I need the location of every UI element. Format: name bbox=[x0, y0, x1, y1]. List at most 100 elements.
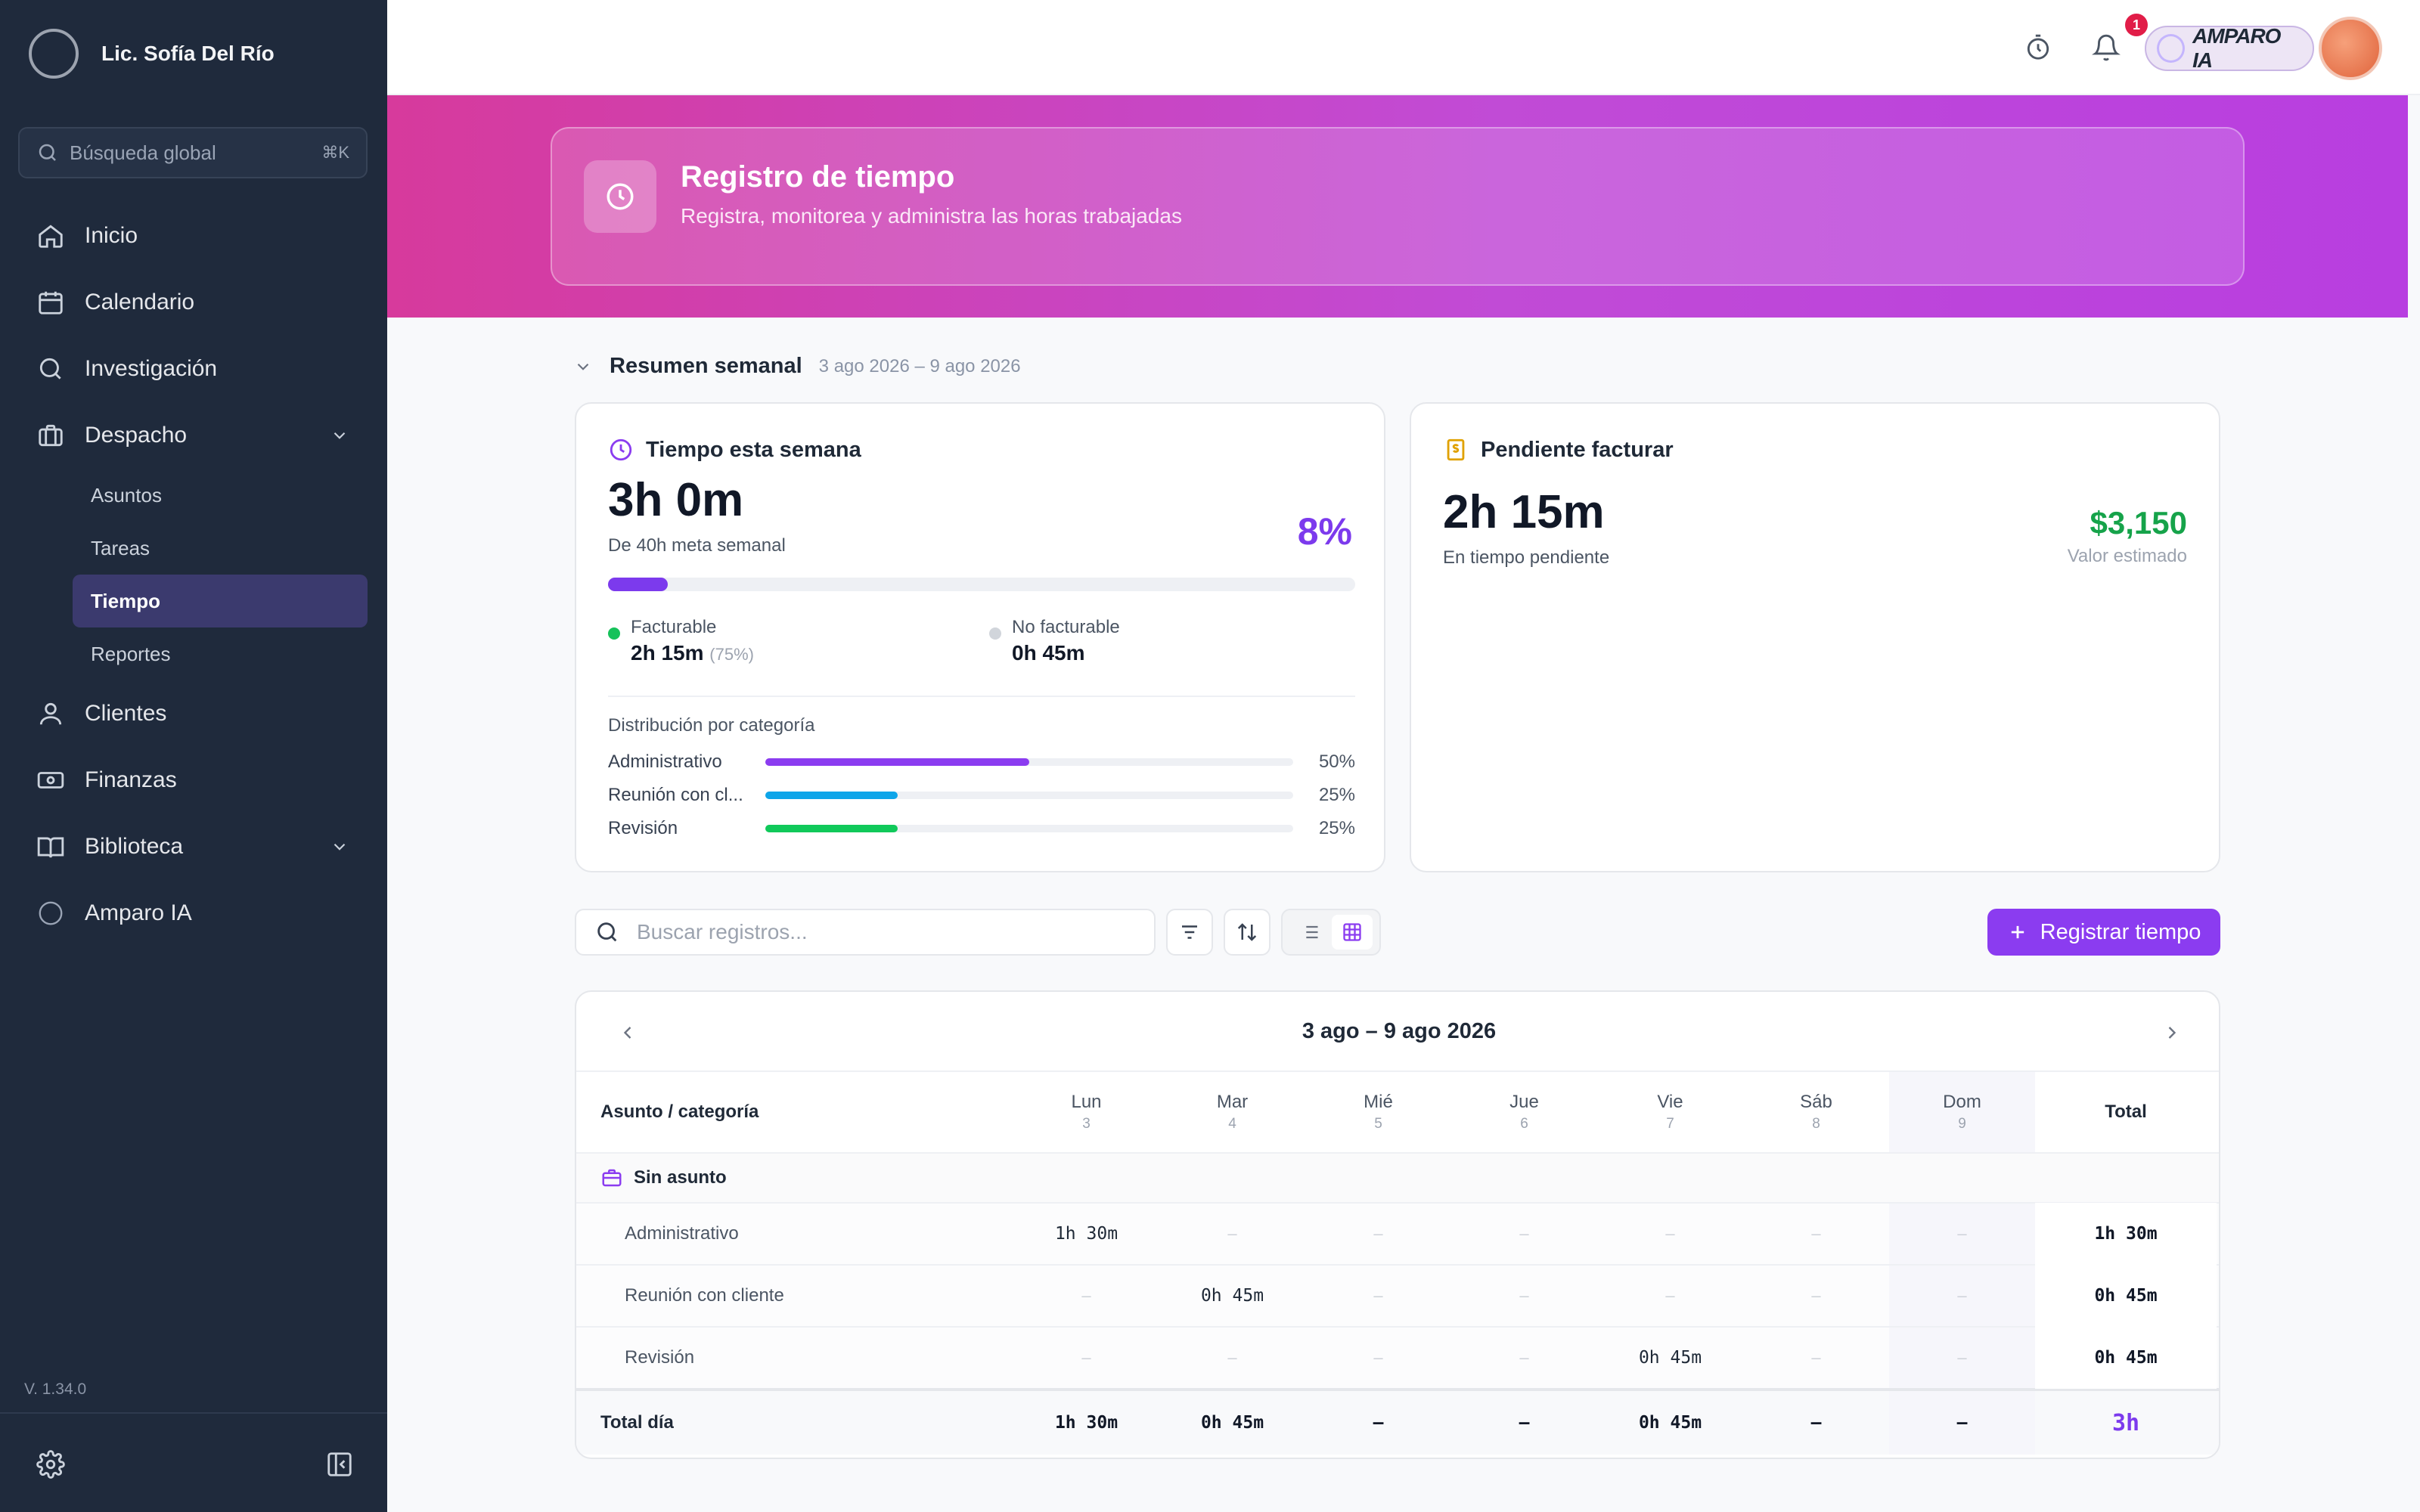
nav-item-calendario[interactable]: Calendario bbox=[18, 269, 368, 336]
sub-item-asuntos[interactable]: Asuntos bbox=[91, 483, 162, 507]
week-time-title: Tiempo esta semana bbox=[646, 437, 861, 462]
time-cell[interactable]: – bbox=[1889, 1204, 2035, 1264]
nav-item-finanzas[interactable]: Finanzas bbox=[18, 747, 368, 813]
time-cell[interactable]: – bbox=[1665, 1286, 1675, 1305]
matter-group-row[interactable]: Sin asunto bbox=[576, 1152, 2219, 1202]
list-view-icon[interactable] bbox=[1289, 915, 1330, 950]
ai-circle-icon bbox=[36, 899, 65, 928]
timesheet-grid: Asunto / categoría Lun 3 Mar 4 Mié 5 Jue 6 V… bbox=[576, 1070, 2219, 1455]
avatar[interactable] bbox=[2319, 17, 2382, 80]
nav-label: Biblioteca bbox=[85, 834, 184, 859]
chevron-down-icon bbox=[573, 357, 593, 376]
pending-billing-title: Pendiente facturar bbox=[1481, 437, 1674, 462]
nav-item-despacho[interactable]: Despacho bbox=[18, 402, 368, 469]
nav-item-clientes[interactable]: Clientes bbox=[18, 680, 368, 747]
sub-item-tiempo[interactable]: Tiempo bbox=[73, 575, 368, 627]
nav-label: Finanzas bbox=[85, 767, 177, 792]
time-cell[interactable]: – bbox=[1811, 1348, 1821, 1367]
grid-view-icon[interactable] bbox=[1332, 915, 1373, 950]
chevron-down-icon[interactable] bbox=[330, 837, 349, 857]
time-cell[interactable]: – bbox=[1373, 1286, 1383, 1305]
summary-range: 3 ago 2026 – 9 ago 2026 bbox=[818, 355, 1021, 376]
global-search-placeholder: Búsqueda global bbox=[70, 141, 216, 164]
time-cell[interactable]: – bbox=[1811, 1286, 1821, 1305]
ai-circle-icon bbox=[2157, 34, 2186, 63]
chevron-left-icon[interactable] bbox=[617, 1022, 638, 1043]
sidebar: Lic. Sofía Del Río Búsqueda global ⌘K In… bbox=[0, 0, 387, 1512]
search-icon bbox=[36, 355, 65, 383]
time-cell[interactable]: 1h 30m bbox=[1054, 1224, 1118, 1244]
nav-item-biblioteca[interactable]: Biblioteca bbox=[18, 813, 368, 880]
user-name: Lic. Sofía Del Río bbox=[101, 42, 275, 65]
time-cell[interactable]: – bbox=[1227, 1348, 1237, 1367]
search-icon bbox=[594, 919, 620, 945]
notification-badge: 1 bbox=[2125, 14, 2148, 36]
time-cell[interactable]: – bbox=[1519, 1348, 1529, 1367]
time-cell[interactable]: – bbox=[1227, 1224, 1237, 1243]
user-brand[interactable]: Lic. Sofía Del Río bbox=[29, 29, 275, 79]
global-search[interactable]: Búsqueda global ⌘K bbox=[18, 127, 368, 178]
collapse-sidebar-icon[interactable] bbox=[325, 1450, 354, 1479]
time-cell[interactable]: – bbox=[1373, 1348, 1383, 1367]
row-total: 0h 45m bbox=[2035, 1327, 2217, 1389]
entry-category: Administrativo bbox=[625, 1223, 739, 1244]
sub-item-tareas[interactable]: Tareas bbox=[91, 536, 150, 559]
clock-icon bbox=[608, 437, 634, 463]
time-cell[interactable]: – bbox=[1519, 1224, 1529, 1243]
despacho-subnav: Asuntos Tareas Tiempo Reportes bbox=[18, 469, 368, 680]
time-cell[interactable]: – bbox=[1889, 1328, 2035, 1388]
pending-label: En tiempo pendiente bbox=[1443, 547, 1610, 568]
nav-label: Clientes bbox=[85, 701, 167, 726]
card-divider bbox=[608, 696, 1355, 697]
weekly-summary-toggle[interactable]: Resumen semanal 3 ago 2026 – 9 ago 2026 bbox=[573, 354, 1021, 379]
nav-label: Calendario bbox=[85, 290, 195, 314]
time-cell[interactable]: – bbox=[1889, 1266, 2035, 1326]
day-header: Lun 3 bbox=[1071, 1092, 1102, 1132]
gear-icon[interactable] bbox=[36, 1450, 65, 1479]
weekly-timesheet: 3 ago – 9 ago 2026 Asunto / categoría Lu… bbox=[575, 990, 2220, 1459]
billable-dot bbox=[608, 627, 620, 640]
filter-icon bbox=[1178, 921, 1201, 943]
time-cell[interactable]: 0h 45m bbox=[1200, 1286, 1264, 1306]
sub-item-reportes[interactable]: Reportes bbox=[91, 642, 171, 665]
top-bar bbox=[387, 0, 2420, 95]
time-cell[interactable]: – bbox=[1519, 1286, 1529, 1305]
nav-item-investigacion[interactable]: Investigación bbox=[18, 336, 368, 402]
timesheet-header-row: Asunto / categoría Lun 3 Mar 4 Mié 5 Jue 6 V… bbox=[576, 1070, 2219, 1152]
day-total: – bbox=[1373, 1413, 1384, 1433]
time-cell[interactable]: – bbox=[1081, 1348, 1091, 1367]
nav-item-amparo-ia[interactable]: Amparo IA bbox=[18, 880, 368, 947]
chevron-down-icon[interactable] bbox=[330, 426, 349, 445]
billable-label: Facturable bbox=[631, 617, 717, 637]
register-time-button[interactable]: Registrar tiempo bbox=[1987, 909, 2220, 956]
bell-icon[interactable] bbox=[2092, 33, 2121, 62]
pending-billing-card: Pendiente facturar 2h 15m En tiempo pend… bbox=[1410, 402, 2220, 872]
day-header: Mar 4 bbox=[1216, 1092, 1249, 1132]
time-cell[interactable]: – bbox=[1081, 1286, 1091, 1305]
chevron-right-icon[interactable] bbox=[2161, 1022, 2183, 1043]
sort-button[interactable] bbox=[1224, 909, 1270, 956]
category-percent: 50% bbox=[1318, 751, 1355, 772]
nav-item-inicio[interactable]: Inicio bbox=[18, 203, 368, 269]
nonbillable-legend: No facturable 0h 45m bbox=[989, 617, 1120, 665]
plus-icon bbox=[2007, 922, 2028, 943]
register-time-label: Registrar tiempo bbox=[2040, 919, 2201, 944]
filter-button[interactable] bbox=[1166, 909, 1213, 956]
time-cell[interactable]: – bbox=[1373, 1224, 1383, 1243]
page-hero: Registro de tiempo Registra, monitorea y… bbox=[387, 95, 2408, 318]
time-cell[interactable]: 0h 45m bbox=[1638, 1348, 1702, 1368]
stopwatch-icon[interactable] bbox=[2024, 33, 2052, 62]
category-row: Revisión 25% bbox=[608, 813, 1355, 844]
week-progress-fill bbox=[608, 578, 669, 591]
billable-legend: Facturable 2h 15m (75%) bbox=[608, 617, 754, 665]
time-cell[interactable]: – bbox=[1811, 1224, 1821, 1243]
day-total: – bbox=[1889, 1391, 2035, 1455]
row-total: 1h 30m bbox=[2035, 1203, 2217, 1265]
time-cell[interactable]: – bbox=[1665, 1224, 1675, 1243]
records-search-input[interactable]: Buscar registros... bbox=[575, 909, 1156, 956]
matter-group-name: Sin asunto bbox=[634, 1167, 727, 1188]
briefcase-icon bbox=[600, 1167, 623, 1189]
time-entry-row: Revisión – – – – 0h 45m – – 0h 45m bbox=[576, 1326, 2219, 1389]
nav-label: Investigación bbox=[85, 356, 218, 381]
amparo-ia-button[interactable]: AMPARO IA bbox=[2145, 24, 2314, 72]
